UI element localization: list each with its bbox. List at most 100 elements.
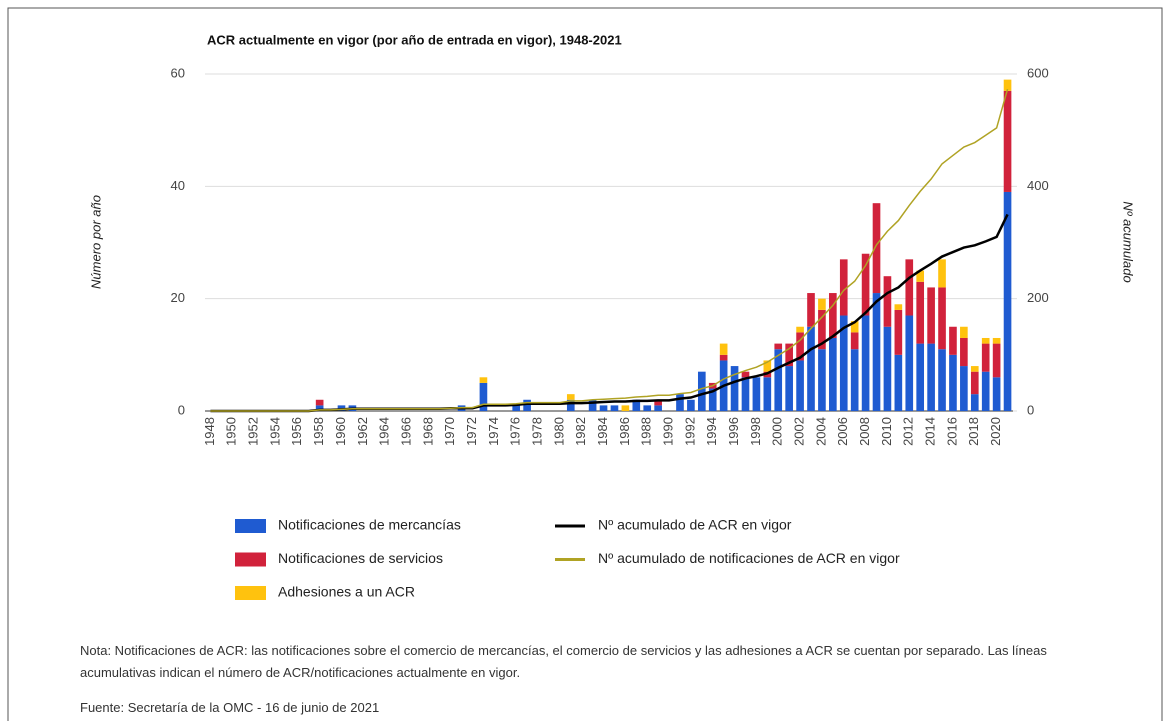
bar-segment: [315, 405, 324, 411]
bar-segment: [1003, 90, 1012, 192]
bar-segment: [829, 337, 837, 411]
bar-segment: [970, 394, 979, 411]
bar-segment: [785, 366, 793, 411]
bar-segment: [850, 321, 859, 333]
x-tick-label: 2008: [857, 417, 872, 446]
x-tick-label: 1970: [442, 417, 457, 446]
y-tick-label: 60: [171, 65, 185, 80]
x-tick-label: 2010: [879, 417, 894, 446]
bar-segment: [938, 259, 946, 288]
note: Nota: Notificaciones de ACR: las notific…: [80, 643, 1047, 680]
bar-segment: [949, 354, 957, 411]
x-tick-label: 2002: [792, 417, 807, 446]
x-tick-label: 1948: [202, 417, 217, 446]
y-tick-label: 20: [171, 290, 185, 305]
bar-segment: [981, 337, 990, 344]
bar-segment: [752, 377, 761, 411]
legend-label: Adhesiones a un ACR: [278, 584, 415, 600]
x-tick-label: 2016: [944, 417, 959, 446]
y2-tick-label: 0: [1027, 402, 1034, 417]
x-tick-label: 1994: [704, 417, 719, 446]
x-tick-label: 1996: [726, 417, 741, 446]
y2-axis-label: Nº acumulado: [1121, 201, 1136, 282]
bar-segment: [315, 399, 324, 406]
bar-segment: [566, 394, 575, 400]
bar-segment: [796, 326, 804, 333]
x-tick-label: 1982: [573, 417, 588, 446]
x-tick-label: 1990: [660, 417, 675, 446]
bar-segment: [894, 309, 903, 355]
bar-segment: [807, 326, 815, 411]
legend-label: Notificaciones de mercancías: [278, 517, 461, 533]
x-tick-label: 2006: [835, 417, 850, 446]
x-tick-label: 1998: [748, 417, 763, 446]
x-tick-label: 1972: [464, 417, 479, 446]
bar-segment: [905, 259, 914, 316]
x-tick-label: 1960: [333, 417, 348, 446]
bar-segment: [872, 293, 881, 411]
x-tick-label: 1992: [682, 417, 697, 446]
bar-segment: [839, 259, 848, 316]
bar-segment: [829, 293, 837, 338]
bar-segment: [981, 371, 990, 411]
bar-segment: [774, 349, 783, 411]
y2-tick-label: 600: [1027, 65, 1049, 80]
bar-segment: [523, 399, 531, 411]
bar-segment: [479, 377, 488, 383]
bar-segment: [960, 337, 968, 367]
x-tick-label: 1984: [595, 417, 610, 446]
bar-segment: [981, 343, 990, 372]
bar-segment: [850, 332, 859, 350]
bar-segment: [949, 326, 957, 355]
bar-segment: [632, 399, 641, 411]
bar-segment: [927, 343, 935, 411]
frame: [7, 7, 1163, 721]
bar-segment: [905, 315, 914, 411]
legend-label: Nº acumulado de notificaciones de ACR en…: [598, 550, 900, 566]
bar-segment: [818, 298, 826, 310]
y2-tick-label: 400: [1027, 178, 1049, 193]
bar-segment: [916, 270, 925, 282]
bar-segment: [916, 281, 925, 344]
chart-title: ACR actualmente en vigor (por año de ent…: [207, 32, 622, 47]
x-tick-label: 2018: [966, 417, 981, 446]
bar-segment: [992, 337, 1001, 344]
bar-segment: [818, 309, 826, 350]
bar-segment: [654, 399, 662, 406]
bar-segment: [992, 343, 1001, 378]
legend-label: Nº acumulado de ACR en vigor: [598, 517, 792, 533]
source: Fuente: Secretaría de la OMC - 16 de jun…: [80, 700, 380, 715]
x-tick-label: 1962: [355, 417, 370, 446]
x-tick-label: 1958: [311, 417, 326, 446]
x-tick-label: 1968: [420, 417, 435, 446]
bar-segment: [883, 326, 892, 411]
bar-segment: [479, 382, 488, 411]
bar-segment: [970, 366, 979, 372]
bar-segment: [807, 293, 815, 327]
x-tick-label: 1986: [617, 417, 632, 446]
bar-segment: [512, 405, 521, 411]
legend-swatch: [235, 552, 266, 567]
x-tick-label: 1980: [551, 417, 566, 446]
x-tick-label: 2014: [923, 417, 938, 446]
bar-segment: [960, 326, 968, 338]
bar-segment: [643, 405, 652, 411]
x-tick-label: 1974: [486, 417, 501, 446]
y-tick-label: 0: [178, 402, 185, 417]
bar-segment: [676, 394, 684, 411]
bar-segment: [763, 360, 772, 372]
bar-segment: [883, 276, 892, 327]
x-tick-label: 1988: [639, 417, 654, 446]
x-tick-label: 1954: [267, 417, 282, 446]
legend-swatch: [235, 586, 266, 600]
bar-segment: [741, 377, 750, 411]
bar-segment: [927, 287, 935, 344]
bar-segment: [697, 371, 706, 411]
bar-segment: [818, 349, 826, 411]
y-tick-label: 40: [171, 178, 185, 193]
y-axis-label: Número por año: [88, 195, 103, 289]
bar-segment: [916, 343, 925, 411]
bar-segment: [894, 304, 903, 310]
bar-segment: [796, 360, 804, 411]
bar-segment: [861, 315, 870, 411]
